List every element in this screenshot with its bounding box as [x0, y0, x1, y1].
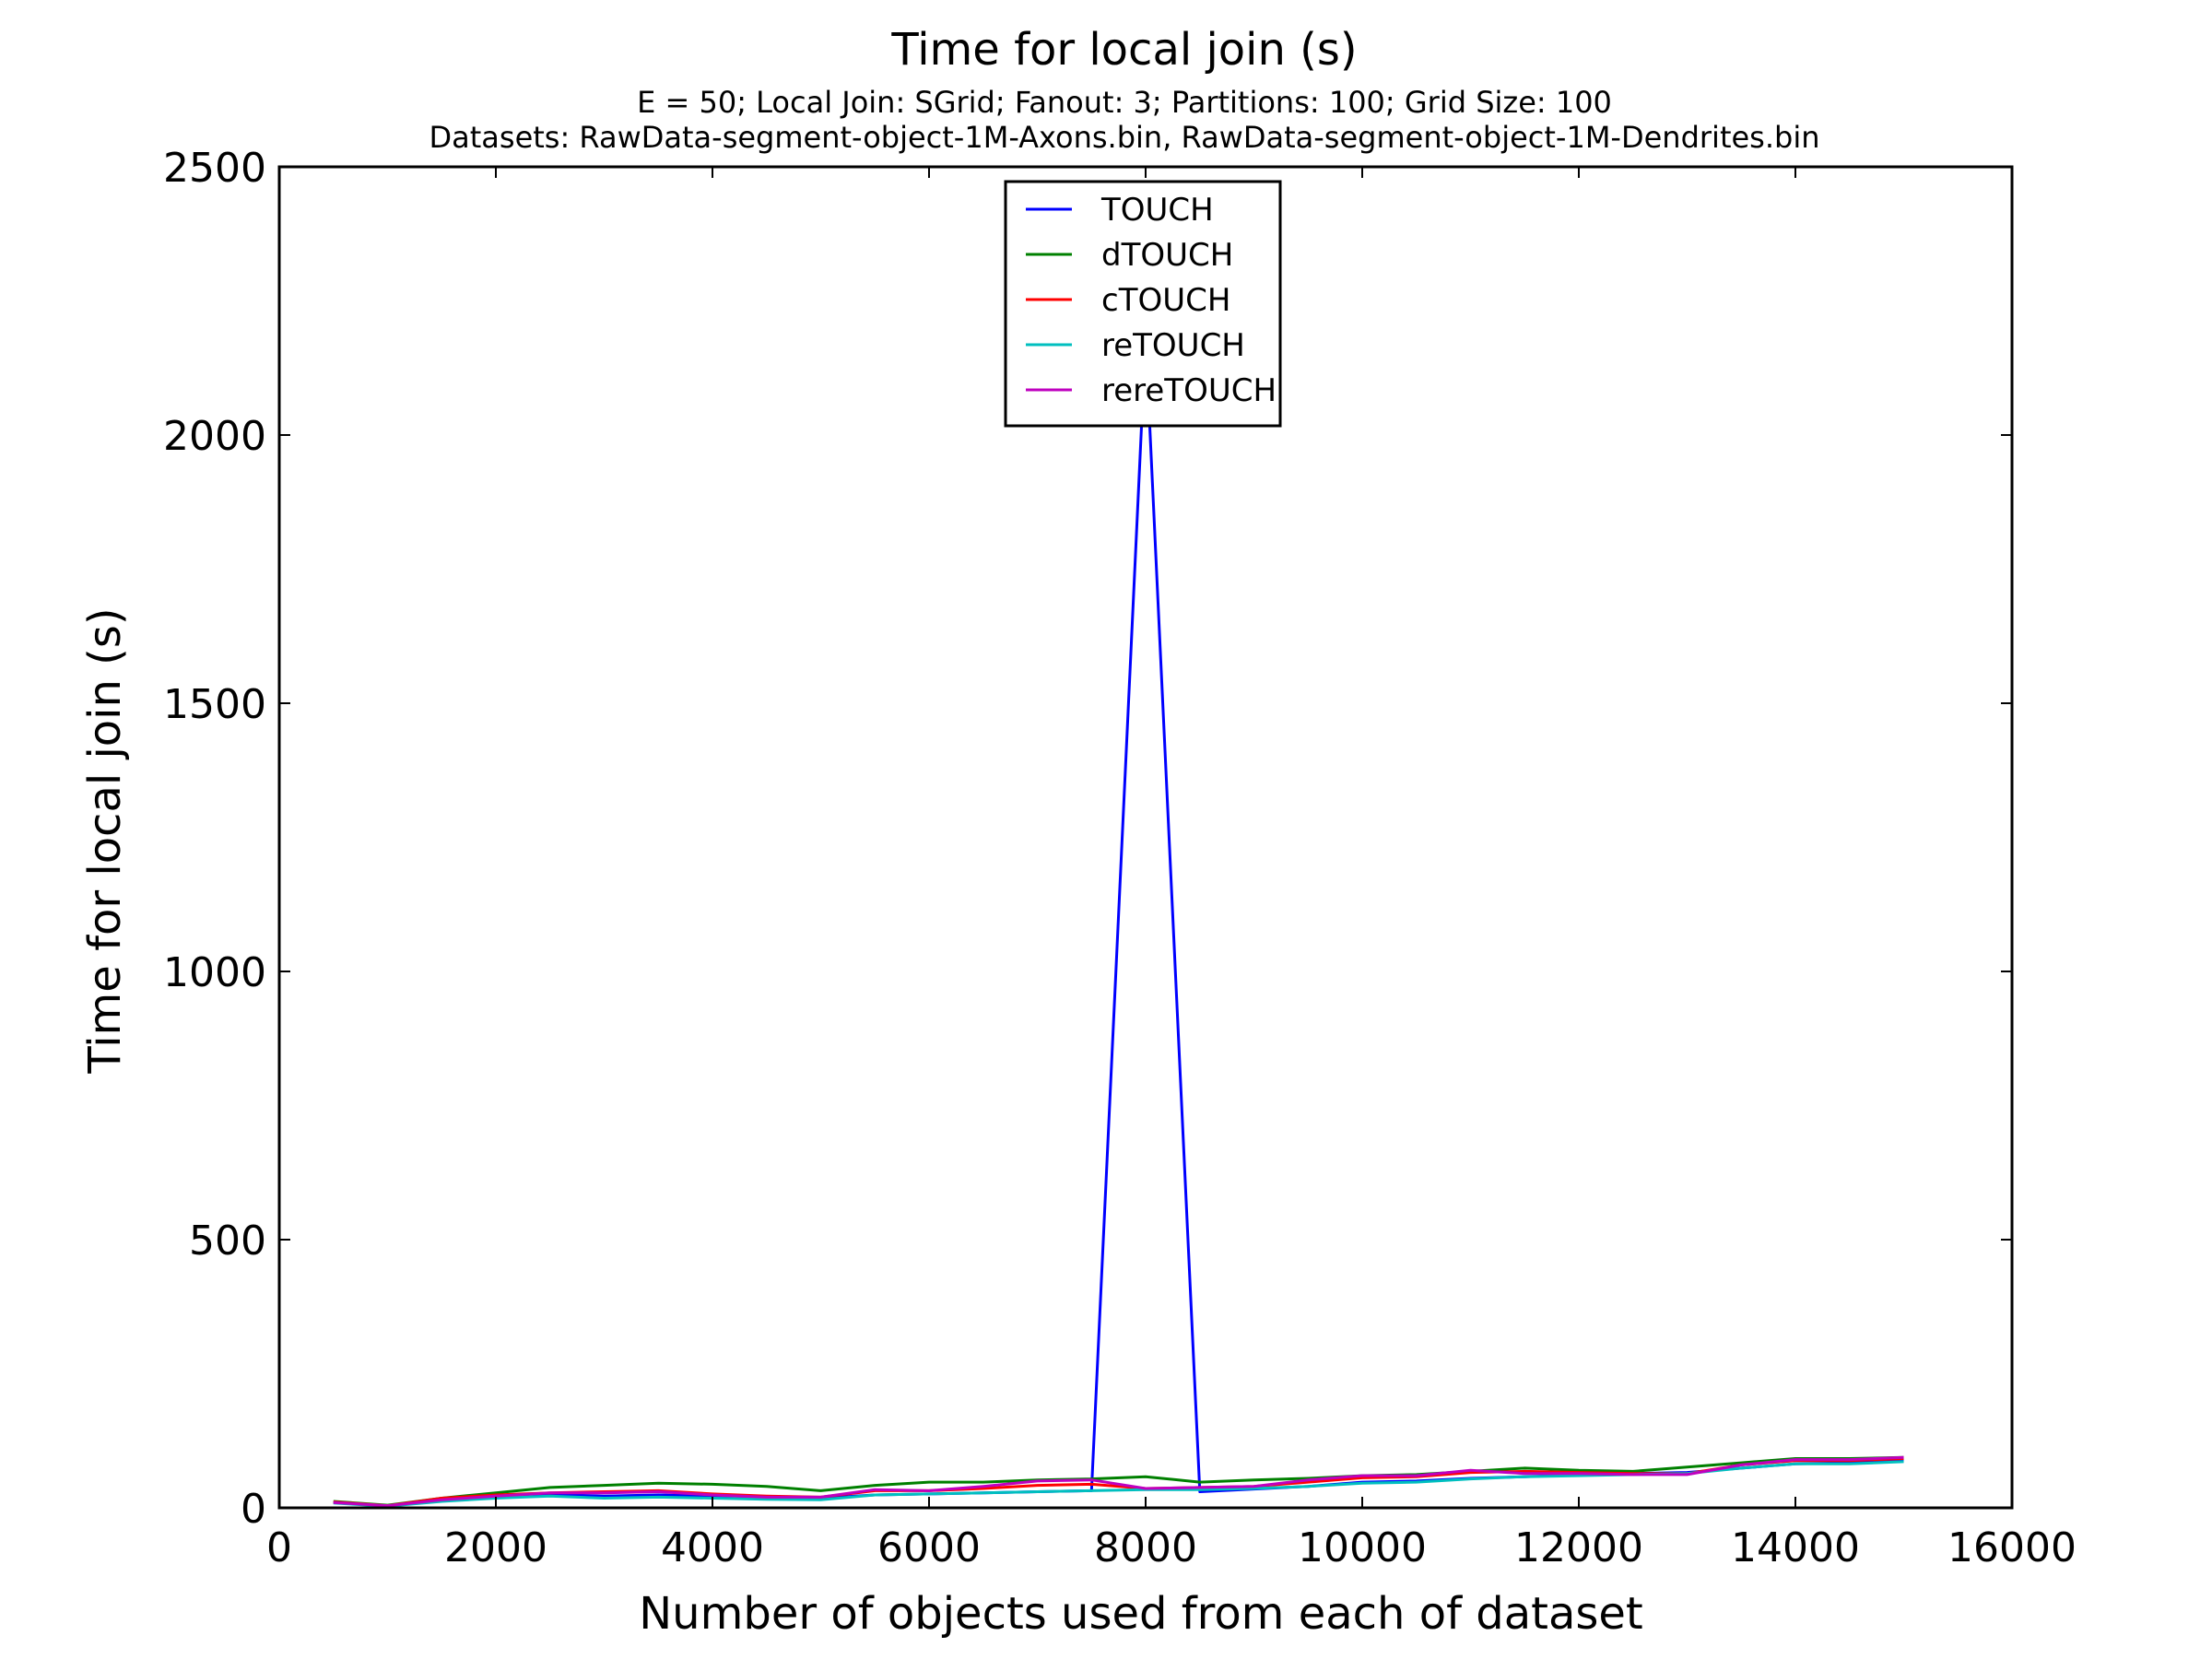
series-line-ctouch — [333, 1457, 1904, 1508]
legend-box — [1004, 180, 1282, 428]
x-tick-label: 4000 — [661, 1524, 764, 1571]
x-tick-label: 14000 — [1731, 1524, 1860, 1571]
chart-title: Time for local join (s) — [890, 24, 1357, 76]
x-tick-label: 0 — [266, 1524, 292, 1571]
x-tick-label: 10000 — [1298, 1524, 1427, 1571]
x-tick-label: 16000 — [1947, 1524, 2077, 1571]
series-line-dtouch — [333, 1455, 1904, 1507]
y-tick-label: 500 — [189, 1218, 266, 1265]
x-axis-label: Number of objects used from each of data… — [639, 1588, 1642, 1640]
y-tick-label: 1000 — [163, 949, 266, 996]
y-tick-label: 1500 — [163, 681, 266, 728]
legend-label-touch: TOUCH — [1100, 192, 1214, 229]
series-line-touch — [333, 336, 1904, 1508]
y-axis-label: Time for local join (s) — [79, 607, 131, 1074]
y-tick-label: 2500 — [163, 145, 266, 192]
x-tick-label: 12000 — [1514, 1524, 1643, 1571]
chart-subtitle-line-1: E = 50; Local Join: SGrid; Fanout: 3; Pa… — [637, 85, 1612, 120]
plot-lines — [333, 336, 1904, 1508]
chart-legend: TOUCH dTOUCH cTOUCH reTOUCH rereTOUCH — [1004, 180, 1282, 428]
x-tick-label: 6000 — [877, 1524, 981, 1571]
x-tick-label: 8000 — [1094, 1524, 1197, 1571]
legend-label-dtouch: dTOUCH — [1101, 237, 1233, 274]
legend-label-retouch: reTOUCH — [1101, 327, 1245, 364]
axes: 0 2000 4000 6000 8000 10000 12000 14000 16000 0 50… — [163, 145, 2077, 1571]
x-tick-label: 2000 — [444, 1524, 547, 1571]
legend-label-reretouch: rereTOUCH — [1101, 372, 1277, 409]
series-line-reretouch — [333, 1455, 1904, 1508]
y-tick-label: 0 — [241, 1486, 266, 1533]
chart-subtitle-line-2: Datasets: RawData-segment-object-1M-Axon… — [429, 120, 1819, 155]
y-tick-label: 2000 — [163, 413, 266, 460]
legend-label-ctouch: cTOUCH — [1101, 282, 1230, 319]
